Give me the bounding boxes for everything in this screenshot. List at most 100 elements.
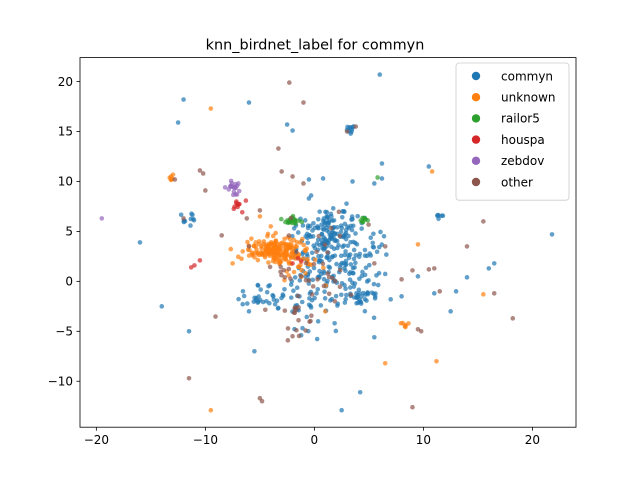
point-commyn	[388, 297, 393, 302]
x-axis: −20 −10 0 10 20	[84, 427, 540, 447]
point-unknown	[289, 245, 294, 251]
point-other	[437, 289, 443, 294]
point-other	[464, 244, 470, 249]
point-other	[321, 283, 327, 289]
point-unknown	[276, 253, 282, 259]
point-commyn	[251, 299, 257, 304]
point-unknown	[256, 241, 262, 247]
point-zebdov	[231, 184, 236, 190]
point-commyn	[256, 294, 261, 299]
point-other	[267, 264, 273, 270]
point-commyn	[352, 265, 357, 270]
point-commyn	[292, 275, 298, 280]
point-unknown	[302, 247, 308, 253]
point-commyn	[336, 242, 341, 248]
point-unknown	[259, 249, 264, 255]
legend-label-houspa: houspa	[501, 133, 545, 147]
point-commyn	[272, 302, 278, 307]
point-other	[285, 338, 291, 343]
point-commyn	[371, 281, 377, 287]
point-other	[431, 266, 437, 271]
point-commyn	[264, 289, 270, 295]
point-other	[285, 326, 291, 331]
point-commyn	[426, 164, 432, 169]
point-commyn	[304, 314, 310, 320]
point-houspa	[295, 256, 301, 261]
point-commyn	[291, 288, 296, 293]
point-commyn	[341, 208, 347, 214]
point-commyn	[343, 249, 348, 254]
point-zebdov	[226, 187, 232, 192]
point-other	[292, 310, 298, 316]
legend-label-zebdov: zebdov	[501, 154, 544, 168]
point-other	[382, 244, 388, 249]
point-commyn	[549, 232, 555, 237]
point-commyn	[367, 262, 372, 268]
point-commyn	[244, 301, 250, 306]
point-commyn	[349, 127, 355, 132]
point-commyn	[354, 291, 359, 296]
x-tick-label: 10	[416, 433, 431, 447]
point-commyn	[315, 319, 321, 324]
legend-label-railor5: railor5	[501, 112, 540, 126]
point-commyn	[266, 283, 271, 289]
point-other	[332, 299, 338, 304]
point-other	[203, 188, 208, 193]
point-commyn	[322, 296, 328, 301]
point-unknown	[299, 236, 305, 242]
point-unknown	[382, 360, 388, 366]
point-commyn	[335, 225, 340, 230]
point-commyn	[282, 287, 287, 292]
point-commyn	[305, 240, 311, 246]
point-other	[348, 292, 354, 298]
point-other	[219, 233, 225, 238]
point-commyn	[181, 97, 186, 102]
point-other	[281, 267, 287, 273]
point-other	[282, 274, 288, 280]
point-zebdov	[99, 216, 105, 221]
point-other	[278, 264, 284, 270]
point-commyn	[324, 228, 330, 233]
point-commyn	[353, 252, 359, 258]
point-commyn	[339, 225, 345, 231]
point-other	[181, 216, 186, 221]
point-commyn	[350, 270, 356, 276]
point-commyn	[258, 287, 264, 292]
point-zebdov	[234, 183, 240, 188]
point-other	[320, 261, 326, 266]
point-commyn	[362, 308, 368, 314]
point-unknown	[228, 246, 234, 252]
point-commyn	[300, 251, 305, 257]
point-other	[296, 333, 302, 339]
point-other	[279, 272, 284, 278]
point-commyn	[335, 303, 340, 308]
point-unknown	[322, 309, 328, 314]
point-unknown	[429, 169, 435, 174]
point-commyn	[448, 309, 453, 314]
point-other	[303, 328, 308, 333]
point-commyn	[308, 234, 314, 240]
point-railor5	[375, 175, 380, 180]
point-commyn	[188, 216, 194, 222]
point-unknown	[303, 271, 308, 276]
point-other	[263, 307, 268, 313]
point-commyn	[347, 252, 353, 257]
point-railor5	[299, 219, 305, 225]
point-commyn	[321, 268, 326, 274]
point-commyn	[339, 292, 344, 298]
point-commyn	[317, 258, 323, 263]
point-commyn	[464, 275, 470, 280]
point-commyn	[326, 264, 332, 270]
point-commyn	[342, 252, 348, 258]
point-commyn	[352, 281, 358, 286]
y-tick-label: −5	[55, 325, 73, 339]
point-commyn	[348, 131, 353, 136]
point-houspa	[290, 261, 295, 266]
points-layer	[99, 72, 555, 413]
point-other	[301, 181, 306, 186]
point-unknown	[270, 252, 276, 257]
point-commyn	[356, 287, 362, 293]
point-commyn	[366, 278, 371, 283]
point-commyn	[381, 233, 387, 239]
point-other	[282, 308, 288, 313]
